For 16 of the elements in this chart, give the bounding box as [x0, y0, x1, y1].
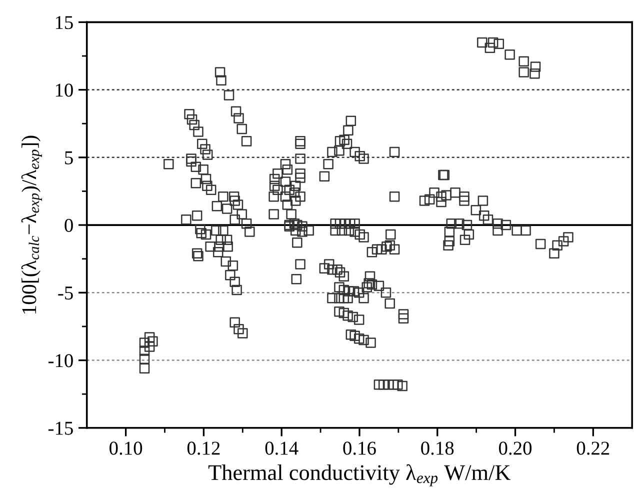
x-tick-label: 0.12 [187, 442, 220, 455]
x-axis-title: Thermal conductivity λ$_{exp}$ W/m/K [208, 464, 511, 486]
x-tick-label: 0.10 [110, 442, 142, 455]
x-tick-label: 0.16 [343, 442, 376, 455]
y-tick-label: 15 [56, 16, 73, 30]
x-tick-label: 0.22 [576, 442, 610, 455]
x-tick-label: 0.20 [498, 442, 532, 455]
y-tick-label: 0 [64, 218, 73, 232]
x-tick-label: 0.18 [421, 442, 454, 455]
x-tick-label: 0.14 [265, 442, 298, 455]
y-tick-label: -10 [48, 354, 73, 368]
y-tick-label: -5 [58, 286, 73, 300]
y-tick-label: 10 [56, 84, 73, 97]
y-tick-label: -15 [48, 422, 73, 435]
y-axis-title: 100[(λ$_{calc}$−λ$_{exp}$)/λ$_{exp}$]) [21, 136, 42, 314]
y-tick-label: 5 [65, 151, 73, 164]
